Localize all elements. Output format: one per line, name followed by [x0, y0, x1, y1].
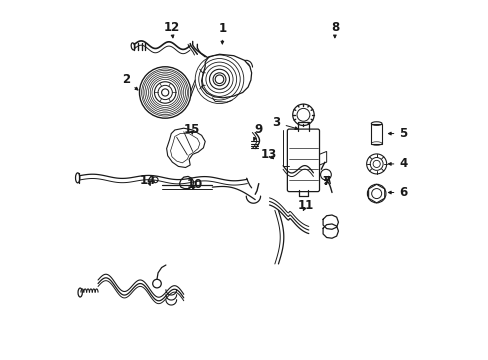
Text: 15: 15 [183, 123, 200, 136]
Text: 3: 3 [272, 116, 297, 130]
Text: 9: 9 [253, 123, 262, 140]
Text: 1: 1 [218, 22, 226, 44]
Text: 6: 6 [387, 186, 407, 199]
Text: 5: 5 [387, 127, 407, 140]
Circle shape [366, 154, 386, 174]
Circle shape [366, 184, 385, 203]
Text: 2: 2 [122, 73, 138, 90]
Circle shape [215, 75, 224, 84]
FancyBboxPatch shape [287, 129, 319, 192]
Text: 14: 14 [140, 174, 156, 186]
Text: 7: 7 [321, 175, 329, 188]
Text: 8: 8 [330, 21, 338, 38]
Polygon shape [370, 123, 381, 144]
Polygon shape [201, 54, 251, 98]
Circle shape [162, 89, 168, 96]
Polygon shape [166, 128, 205, 167]
Text: 4: 4 [387, 157, 407, 170]
Text: 12: 12 [163, 21, 180, 38]
Text: 11: 11 [297, 198, 313, 212]
Text: 13: 13 [260, 148, 276, 162]
Text: 10: 10 [187, 178, 203, 191]
